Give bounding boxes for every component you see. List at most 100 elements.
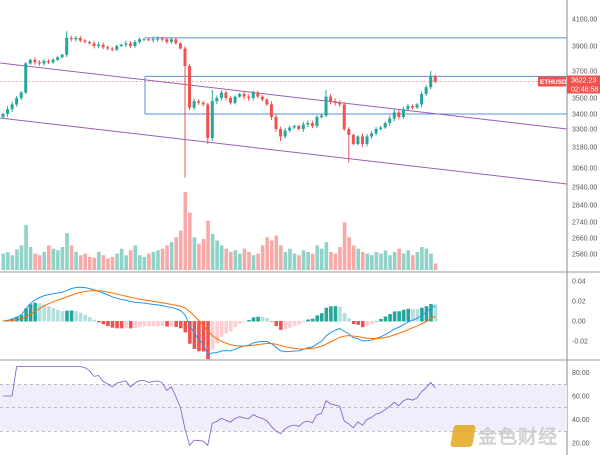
macd-histogram-bar <box>215 321 219 344</box>
macd-histogram-bar <box>424 306 429 322</box>
volume-bar <box>183 192 188 270</box>
candle-body <box>156 38 160 40</box>
candle-body <box>374 129 378 134</box>
candle-body <box>65 37 69 55</box>
candle-body <box>292 126 296 128</box>
volume-bar <box>156 250 160 270</box>
candle-body <box>420 93 424 105</box>
volume-bar <box>224 248 229 270</box>
macd-histogram-bar <box>28 304 33 322</box>
macd-histogram-bar <box>51 308 56 322</box>
volume-bar <box>10 255 15 270</box>
volume-bar <box>251 255 256 270</box>
volume-bar <box>288 248 292 270</box>
macd-histogram-bar <box>192 321 197 349</box>
volume-bar <box>433 263 438 270</box>
macd-histogram-bar <box>297 321 301 325</box>
volume-bar <box>274 235 279 270</box>
volume-bar <box>292 253 297 270</box>
price-tick-label: 3180.00 <box>572 145 597 152</box>
macd-histogram-bar <box>283 321 288 330</box>
volume-bar <box>424 248 429 270</box>
macd-tick-label: 0.04 <box>572 279 586 286</box>
macd-histogram-bar <box>406 308 411 322</box>
volume-bar <box>411 255 415 270</box>
volume-bar <box>342 222 347 270</box>
macd-histogram-bar <box>219 321 224 337</box>
candle-body <box>310 123 314 126</box>
macd-histogram-bar <box>360 321 365 328</box>
macd-histogram-bar <box>229 321 233 332</box>
volume-bar <box>347 237 351 270</box>
candle-body <box>315 117 319 126</box>
macd-histogram-bar <box>97 321 101 323</box>
volume-bar <box>19 245 24 270</box>
macd-histogram-bar <box>65 310 69 322</box>
macd-histogram-bar <box>374 320 379 322</box>
candle-body <box>397 112 401 117</box>
macd-histogram-bar <box>429 304 433 322</box>
macd-histogram-bar <box>87 317 92 322</box>
macd-tick-label: 0.00 <box>572 319 586 326</box>
macd-histogram-bar <box>342 313 347 322</box>
volume-bar <box>392 251 397 270</box>
volume-bar <box>201 238 206 270</box>
macd-histogram-bar <box>329 306 333 322</box>
macd-histogram-bar <box>37 303 42 322</box>
volume-bar <box>124 255 128 270</box>
candle-body <box>401 109 405 117</box>
candle-body <box>15 98 19 105</box>
rsi-tick-label: 80.00 <box>572 370 590 377</box>
macd-histogram-bar <box>315 315 320 322</box>
candle-body <box>178 43 182 49</box>
macd-histogram-bar <box>197 321 201 352</box>
volume-bar <box>92 257 97 270</box>
candle-body <box>106 47 110 49</box>
rsi-line <box>3 366 436 447</box>
candle-body <box>97 44 101 46</box>
candle-body <box>324 96 328 116</box>
candle-body <box>197 101 201 103</box>
price-tick-label: 2840.00 <box>572 203 597 210</box>
symbol-label: ETHUSDT <box>540 79 571 86</box>
macd-histogram-bar <box>101 321 106 325</box>
candle-body <box>306 123 310 125</box>
volume-bar <box>74 251 78 270</box>
macd-histogram-bar <box>365 321 370 326</box>
candle-body <box>60 54 64 58</box>
macd-histogram-bar <box>397 311 401 322</box>
rsi-tick-label: 60.00 <box>572 394 590 401</box>
macd-histogram-bar <box>83 314 87 322</box>
macd-histogram-bar <box>169 321 174 327</box>
volume-bar <box>324 242 329 270</box>
candle-body <box>19 92 23 98</box>
volume-bar <box>78 255 83 270</box>
candle-body <box>274 117 278 129</box>
volume-bar <box>315 245 320 270</box>
volume-bar <box>265 237 269 270</box>
candle-body <box>279 129 283 137</box>
candle-body <box>206 104 210 138</box>
macd-histogram-bar <box>206 321 210 360</box>
volume-bar <box>297 255 301 270</box>
macd-histogram-bar <box>411 308 415 322</box>
volume-bar <box>56 250 60 270</box>
candle-body <box>301 124 305 129</box>
macd-histogram-bar <box>242 321 247 322</box>
macd-histogram-bar <box>233 321 238 328</box>
candle-body <box>342 104 346 129</box>
candle-body <box>392 112 396 119</box>
signal-line <box>2 290 436 350</box>
macd-histogram-bar <box>15 316 19 322</box>
macd-tick-label: -0.02 <box>572 339 588 346</box>
rsi-tick-label: 20.00 <box>572 441 590 448</box>
candle-body <box>365 136 369 144</box>
candle-body <box>219 92 223 98</box>
macd-histogram-bar <box>279 321 283 330</box>
volume-bar <box>356 248 360 270</box>
price-tick-label: 3900.00 <box>572 44 597 51</box>
candle-body <box>297 126 301 129</box>
price-tick-label: 3400.00 <box>572 112 597 119</box>
